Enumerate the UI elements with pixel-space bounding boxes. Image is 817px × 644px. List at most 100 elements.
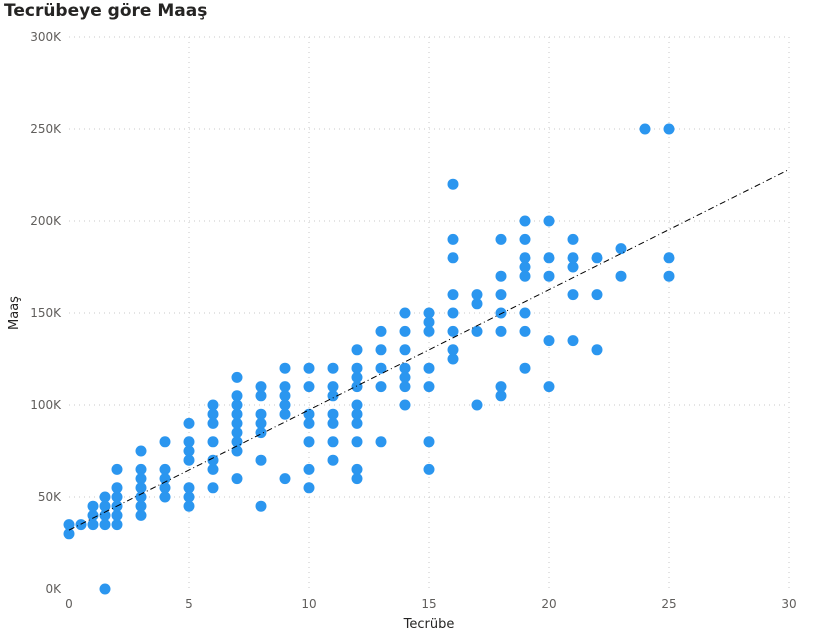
data-point[interactable] bbox=[519, 261, 531, 273]
data-point[interactable] bbox=[351, 381, 363, 393]
data-point[interactable] bbox=[351, 436, 363, 448]
data-point[interactable] bbox=[447, 325, 459, 337]
data-point[interactable] bbox=[207, 454, 219, 466]
data-point[interactable] bbox=[303, 417, 315, 429]
data-point[interactable] bbox=[183, 500, 195, 512]
data-point[interactable] bbox=[159, 482, 171, 494]
data-point[interactable] bbox=[495, 270, 507, 282]
data-point[interactable] bbox=[519, 362, 531, 374]
data-point[interactable] bbox=[231, 436, 243, 448]
data-point[interactable] bbox=[423, 307, 435, 319]
data-point[interactable] bbox=[99, 500, 111, 512]
data-point[interactable] bbox=[279, 381, 291, 393]
data-point[interactable] bbox=[375, 381, 387, 393]
data-point[interactable] bbox=[519, 325, 531, 337]
data-point[interactable] bbox=[663, 252, 675, 264]
data-point[interactable] bbox=[447, 233, 459, 245]
data-point[interactable] bbox=[543, 270, 555, 282]
data-point[interactable] bbox=[447, 178, 459, 190]
data-point[interactable] bbox=[231, 408, 243, 420]
data-point[interactable] bbox=[135, 491, 147, 503]
data-point[interactable] bbox=[159, 473, 171, 485]
data-point[interactable] bbox=[183, 417, 195, 429]
data-point[interactable] bbox=[639, 123, 651, 135]
data-point[interactable] bbox=[471, 325, 483, 337]
data-point[interactable] bbox=[255, 417, 267, 429]
data-point[interactable] bbox=[591, 344, 603, 356]
data-point[interactable] bbox=[303, 408, 315, 420]
data-point[interactable] bbox=[135, 482, 147, 494]
data-point[interactable] bbox=[399, 362, 411, 374]
data-point[interactable] bbox=[447, 252, 459, 264]
data-point[interactable] bbox=[207, 417, 219, 429]
data-point[interactable] bbox=[567, 261, 579, 273]
data-point[interactable] bbox=[351, 399, 363, 411]
data-point[interactable] bbox=[543, 252, 555, 264]
data-point[interactable] bbox=[255, 500, 267, 512]
data-point[interactable] bbox=[519, 270, 531, 282]
data-point[interactable] bbox=[231, 371, 243, 383]
data-point[interactable] bbox=[231, 427, 243, 439]
data-point[interactable] bbox=[87, 500, 99, 512]
data-point[interactable] bbox=[183, 436, 195, 448]
data-point[interactable] bbox=[135, 463, 147, 475]
data-point[interactable] bbox=[111, 463, 123, 475]
data-point[interactable] bbox=[303, 436, 315, 448]
data-point[interactable] bbox=[159, 491, 171, 503]
data-point[interactable] bbox=[231, 417, 243, 429]
data-point[interactable] bbox=[375, 325, 387, 337]
data-point[interactable] bbox=[375, 362, 387, 374]
data-point[interactable] bbox=[471, 298, 483, 310]
data-point[interactable] bbox=[399, 307, 411, 319]
data-point[interactable] bbox=[519, 215, 531, 227]
data-point[interactable] bbox=[207, 482, 219, 494]
data-point[interactable] bbox=[663, 270, 675, 282]
data-point[interactable] bbox=[63, 528, 75, 540]
data-point[interactable] bbox=[543, 335, 555, 347]
data-point[interactable] bbox=[327, 408, 339, 420]
data-point[interactable] bbox=[327, 454, 339, 466]
data-point[interactable] bbox=[279, 473, 291, 485]
data-point[interactable] bbox=[279, 399, 291, 411]
data-point[interactable] bbox=[543, 215, 555, 227]
data-point[interactable] bbox=[591, 252, 603, 264]
data-point[interactable] bbox=[255, 390, 267, 402]
data-point[interactable] bbox=[99, 583, 111, 595]
data-point[interactable] bbox=[327, 381, 339, 393]
data-point[interactable] bbox=[423, 325, 435, 337]
data-point[interactable] bbox=[255, 408, 267, 420]
data-point[interactable] bbox=[327, 390, 339, 402]
data-point[interactable] bbox=[207, 408, 219, 420]
data-point[interactable] bbox=[351, 344, 363, 356]
data-point[interactable] bbox=[495, 289, 507, 301]
data-point[interactable] bbox=[615, 270, 627, 282]
data-point[interactable] bbox=[183, 482, 195, 494]
data-point[interactable] bbox=[423, 316, 435, 328]
data-point[interactable] bbox=[111, 519, 123, 531]
data-point[interactable] bbox=[207, 399, 219, 411]
data-point[interactable] bbox=[351, 473, 363, 485]
data-point[interactable] bbox=[447, 307, 459, 319]
data-point[interactable] bbox=[423, 381, 435, 393]
data-point[interactable] bbox=[495, 233, 507, 245]
data-point[interactable] bbox=[183, 491, 195, 503]
data-point[interactable] bbox=[399, 344, 411, 356]
data-point[interactable] bbox=[231, 390, 243, 402]
data-point[interactable] bbox=[663, 123, 675, 135]
data-point[interactable] bbox=[375, 436, 387, 448]
data-point[interactable] bbox=[351, 463, 363, 475]
data-point[interactable] bbox=[447, 289, 459, 301]
data-point[interactable] bbox=[279, 408, 291, 420]
data-point[interactable] bbox=[351, 408, 363, 420]
data-point[interactable] bbox=[303, 482, 315, 494]
data-point[interactable] bbox=[615, 243, 627, 255]
data-point[interactable] bbox=[231, 399, 243, 411]
data-point[interactable] bbox=[423, 362, 435, 374]
data-point[interactable] bbox=[495, 325, 507, 337]
data-point[interactable] bbox=[135, 473, 147, 485]
data-point[interactable] bbox=[519, 252, 531, 264]
data-point[interactable] bbox=[183, 445, 195, 457]
data-point[interactable] bbox=[255, 454, 267, 466]
data-point[interactable] bbox=[495, 307, 507, 319]
data-point[interactable] bbox=[399, 399, 411, 411]
